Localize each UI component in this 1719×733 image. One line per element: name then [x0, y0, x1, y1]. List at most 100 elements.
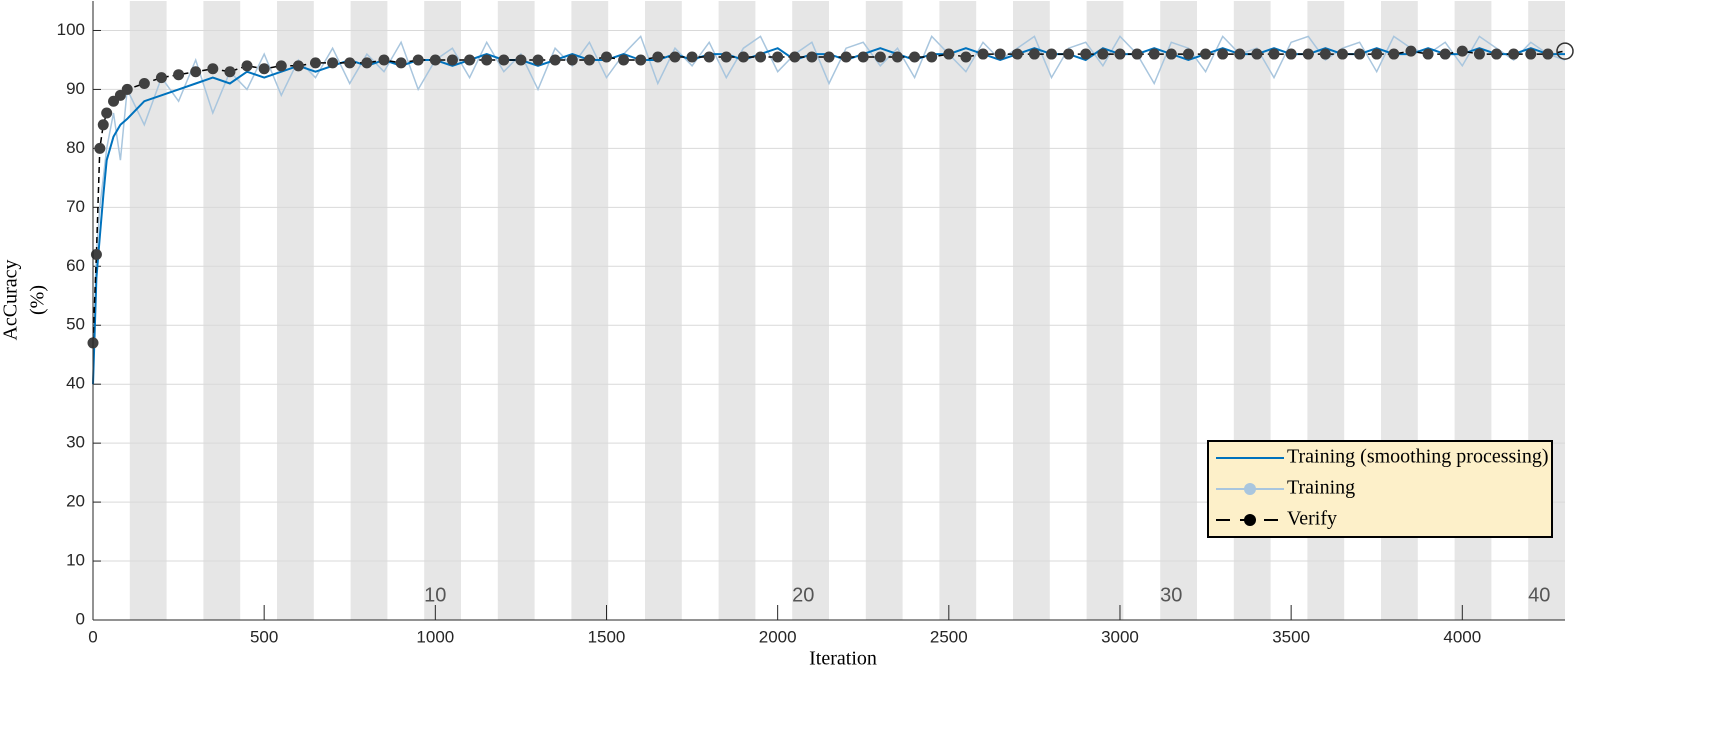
- y-tick-label: 20: [66, 492, 85, 511]
- epoch-band: [1013, 1, 1050, 620]
- verify-point: [1405, 45, 1417, 57]
- epoch-band: [645, 1, 682, 620]
- verify-point: [635, 54, 647, 66]
- verify-point: [1319, 48, 1331, 60]
- verify-point: [446, 54, 458, 66]
- epoch-band: [792, 1, 829, 620]
- verify-point: [823, 51, 835, 63]
- verify-point: [94, 142, 106, 154]
- epoch-band: [939, 1, 977, 620]
- verify-point: [1542, 48, 1554, 60]
- verify-point: [1028, 48, 1040, 60]
- verify-point: [1217, 48, 1229, 60]
- epoch-band: [129, 1, 167, 620]
- verify-point: [481, 54, 493, 66]
- verify-point: [1063, 48, 1075, 60]
- y-tick-label: 10: [66, 551, 85, 570]
- epoch-band: [497, 1, 535, 620]
- verify-point: [173, 69, 185, 81]
- y-tick-label: 100: [57, 20, 85, 39]
- y-axis-label-line: (%): [27, 285, 49, 315]
- verify-point: [566, 54, 578, 66]
- verify-point: [1336, 48, 1348, 60]
- verify-point: [755, 51, 767, 63]
- verify-point: [703, 51, 715, 63]
- epoch-band: [1086, 1, 1124, 620]
- verify-point: [1251, 48, 1263, 60]
- verify-point: [224, 66, 236, 78]
- verify-point: [960, 51, 972, 63]
- epoch-label: 30: [1160, 584, 1182, 606]
- y-tick-label: 0: [76, 609, 85, 628]
- epoch-label: 40: [1528, 584, 1550, 606]
- verify-point: [1080, 48, 1092, 60]
- verify-point: [600, 51, 612, 63]
- verify-point: [806, 51, 818, 63]
- verify-point: [652, 51, 664, 63]
- x-tick-label: 500: [250, 627, 278, 646]
- verify-point: [1508, 48, 1520, 60]
- verify-point: [1011, 48, 1023, 60]
- verify-point: [412, 54, 424, 66]
- epoch-band: [203, 1, 241, 620]
- verify-point: [840, 51, 852, 63]
- verify-point: [327, 57, 339, 69]
- epoch-band: [865, 1, 903, 620]
- verify-point: [977, 48, 989, 60]
- legend-marker: [1244, 514, 1256, 526]
- verify-point: [994, 48, 1006, 60]
- verify-point: [874, 51, 886, 63]
- legend-label: Training (smoothing processing): [1287, 446, 1548, 468]
- y-tick-label: 60: [66, 256, 85, 275]
- verify-point: [97, 119, 109, 131]
- training-line: [92, 35, 1566, 385]
- verify-point: [1371, 48, 1383, 60]
- verify-point: [207, 63, 219, 75]
- verify-point: [926, 51, 938, 63]
- verify-point: [498, 54, 510, 66]
- verify-point: [429, 54, 441, 66]
- verify-point: [1268, 48, 1280, 60]
- y-tick-label: 90: [66, 79, 85, 98]
- x-tick-label: 1500: [588, 627, 626, 646]
- verify-point: [395, 57, 407, 69]
- verify-point: [1525, 48, 1537, 60]
- epoch-band: [718, 1, 756, 620]
- verify-point: [464, 54, 476, 66]
- x-tick-label: 3000: [1101, 627, 1139, 646]
- epoch-band: [350, 1, 388, 620]
- y-tick-label: 80: [66, 138, 85, 157]
- legend: Training (smoothing processing) Training V…: [1207, 440, 1553, 538]
- epoch-band: [1160, 1, 1197, 620]
- verify-point: [1491, 48, 1503, 60]
- verify-point: [310, 57, 322, 69]
- verify-point: [101, 107, 113, 119]
- verify-point: [1097, 48, 1109, 60]
- verify-point: [720, 51, 732, 63]
- verify-point: [789, 51, 801, 63]
- verify-point: [737, 51, 749, 63]
- x-tick-label: 2500: [930, 627, 968, 646]
- verify-point: [138, 78, 150, 90]
- verify-point: [1234, 48, 1246, 60]
- verify-point: [1148, 48, 1160, 60]
- verify-point: [909, 51, 921, 63]
- verify-point: [378, 54, 390, 66]
- verify-point: [1114, 48, 1126, 60]
- verify-point: [1422, 48, 1434, 60]
- epoch-label: 20: [792, 584, 814, 606]
- legend-label: Training: [1287, 477, 1355, 499]
- verify-point: [1200, 48, 1212, 60]
- verify-point: [1439, 48, 1451, 60]
- verify-point: [1046, 48, 1058, 60]
- epoch-band: [277, 1, 314, 620]
- verify-point: [121, 83, 133, 95]
- verify-point: [857, 51, 869, 63]
- epoch-band: [571, 1, 609, 620]
- verify-point: [1456, 45, 1468, 57]
- y-tick-label: 30: [66, 433, 85, 452]
- verify-point: [241, 60, 253, 72]
- verify-point: [1556, 42, 1574, 60]
- x-tick-label: 1000: [416, 627, 454, 646]
